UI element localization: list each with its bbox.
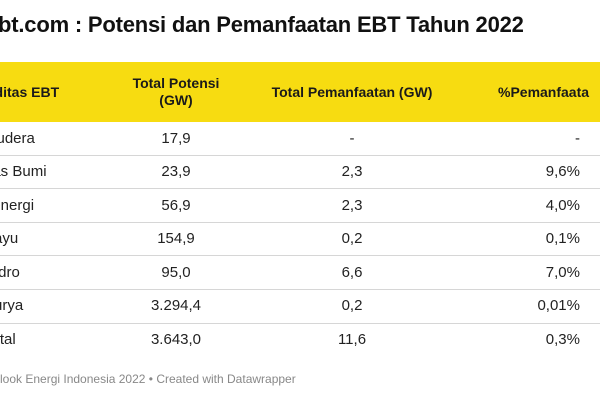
table-cell: 9,6% — [545, 163, 580, 181]
table-cell: 0,3% — [545, 331, 580, 349]
table-cell: 0,2 — [341, 297, 363, 315]
table-cell: 6,6 — [341, 263, 363, 281]
table-cell: Total — [0, 331, 16, 349]
table-cell: - — [575, 129, 580, 147]
column-header: Total Pemanfaatan (GW) — [271, 83, 433, 100]
table-cell: oenergi — [0, 196, 35, 214]
table-cell: 17,9 — [161, 129, 191, 147]
table-cell: 4,0% — [545, 196, 580, 214]
table-header: oditas EBT Total Potensi (GW) Total Pema… — [0, 62, 600, 122]
table-cell: nas Bumi — [0, 163, 47, 181]
table-body: mudera 17,9 - - nas Bumi 23,9 2,3 9,6% oenergi 56… — [0, 122, 600, 356]
column-header: Total Potensi (GW) — [132, 75, 220, 108]
table-cell: 23,9 — [161, 163, 191, 181]
table-cell: 56,9 — [161, 196, 191, 214]
column-header: %Pemanfaata — [498, 83, 590, 100]
table-row: Total 3.643,0 11,6 0,3% — [0, 324, 600, 357]
table-cell: 154,9 — [157, 230, 195, 248]
data-table: oditas EBT Total Potensi (GW) Total Pema… — [0, 62, 600, 356]
table-row: Surya 3.294,4 0,2 0,01% — [0, 290, 600, 324]
column-header: oditas EBT — [0, 83, 60, 100]
table-cell: 0,01% — [537, 297, 580, 315]
source-credit: utlook Energi Indonesia 2022 • Created w… — [0, 372, 296, 386]
table-cell: 95,0 — [161, 263, 191, 281]
table-cell: 3.294,4 — [150, 297, 202, 315]
page-title: ebt.com : Potensi dan Pemanfaatan EBT Ta… — [0, 12, 524, 37]
table-cell: 0,2 — [341, 230, 363, 248]
table-cell: mudera — [0, 129, 35, 147]
table-row: nas Bumi 23,9 2,3 9,6% — [0, 156, 600, 190]
table-cell: 2,3 — [341, 196, 363, 214]
table-cell: Hidro — [0, 263, 20, 281]
table-cell: 0,1% — [545, 230, 580, 248]
table-row: oenergi 56,9 2,3 4,0% — [0, 189, 600, 223]
table-cell: 2,3 — [341, 163, 363, 181]
table-cell: 7,0% — [545, 263, 580, 281]
table-cell: - — [349, 129, 355, 147]
table-cell: 11,6 — [337, 331, 367, 349]
table-row: Bayu 154,9 0,2 0,1% — [0, 223, 600, 257]
table-cell: Bayu — [0, 230, 19, 248]
table-cell: Surya — [0, 297, 24, 315]
table-row: mudera 17,9 - - — [0, 122, 600, 156]
table-cell: 3.643,0 — [150, 331, 202, 349]
table-row: Hidro 95,0 6,6 7,0% — [0, 256, 600, 290]
